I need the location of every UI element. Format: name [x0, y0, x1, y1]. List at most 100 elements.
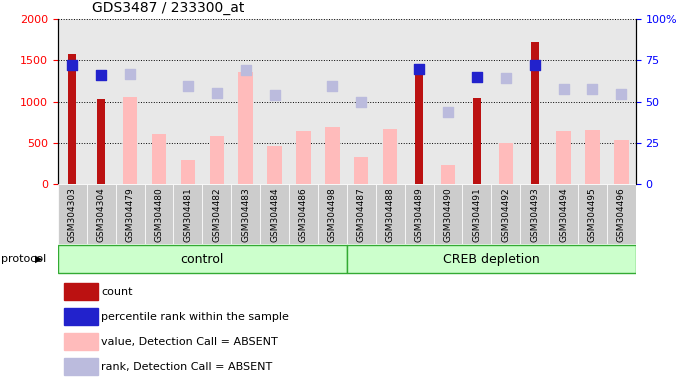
Bar — [64, 283, 99, 300]
Bar — [64, 333, 99, 350]
Text: GSM304487: GSM304487 — [357, 187, 366, 242]
Text: CREB depletion: CREB depletion — [443, 253, 540, 266]
Text: ▶: ▶ — [35, 254, 43, 264]
Text: GSM304492: GSM304492 — [501, 187, 510, 242]
Bar — [462, 19, 492, 184]
Bar — [144, 19, 173, 184]
Bar — [289, 19, 318, 184]
Bar — [260, 19, 289, 184]
Bar — [520, 184, 549, 244]
Point — [211, 89, 222, 96]
Bar — [173, 19, 203, 184]
Bar — [318, 19, 347, 184]
Text: GSM304488: GSM304488 — [386, 187, 394, 242]
Text: GSM304303: GSM304303 — [68, 187, 77, 242]
Text: GSM304304: GSM304304 — [97, 187, 105, 242]
Bar — [578, 184, 607, 244]
Bar — [492, 19, 520, 184]
Text: GDS3487 / 233300_at: GDS3487 / 233300_at — [92, 2, 244, 15]
Bar — [318, 184, 347, 244]
Text: GSM304493: GSM304493 — [530, 187, 539, 242]
Bar — [260, 184, 289, 244]
Text: value, Detection Call = ABSENT: value, Detection Call = ABSENT — [101, 337, 278, 347]
Bar — [231, 19, 260, 184]
Point — [587, 86, 598, 93]
Bar — [116, 19, 144, 184]
Text: GSM304495: GSM304495 — [588, 187, 597, 242]
Text: GSM304494: GSM304494 — [559, 187, 568, 242]
Text: GSM304479: GSM304479 — [126, 187, 135, 242]
Bar — [405, 19, 434, 184]
Bar — [209, 136, 224, 184]
Text: GSM304498: GSM304498 — [328, 187, 337, 242]
Point — [413, 66, 424, 72]
Bar — [123, 97, 137, 184]
Bar — [376, 184, 405, 244]
Bar — [203, 184, 231, 244]
Bar — [405, 184, 434, 244]
Text: GSM304496: GSM304496 — [617, 187, 626, 242]
Bar — [68, 54, 76, 184]
Bar — [325, 127, 339, 184]
Text: rank, Detection Call = ABSENT: rank, Detection Call = ABSENT — [101, 362, 273, 372]
Bar — [347, 184, 376, 244]
Bar — [289, 184, 318, 244]
Text: protocol: protocol — [1, 254, 47, 264]
Bar — [152, 134, 166, 184]
Bar — [492, 184, 520, 244]
Bar — [58, 19, 87, 184]
Bar — [415, 70, 423, 184]
Bar — [607, 19, 636, 184]
Point — [96, 72, 107, 78]
Bar — [441, 164, 455, 184]
Text: control: control — [181, 253, 224, 266]
Bar — [434, 184, 462, 244]
Point — [471, 74, 482, 80]
Bar — [87, 19, 116, 184]
Point — [124, 71, 135, 77]
Bar — [498, 143, 513, 184]
Point — [443, 109, 454, 116]
Text: GSM304482: GSM304482 — [212, 187, 221, 242]
Bar — [58, 184, 87, 244]
Point — [500, 75, 511, 81]
Bar — [87, 184, 116, 244]
FancyBboxPatch shape — [58, 245, 347, 273]
Bar — [203, 19, 231, 184]
Point — [269, 92, 280, 98]
Bar — [239, 72, 253, 184]
Bar — [97, 99, 105, 184]
Point — [616, 91, 627, 98]
Bar — [354, 157, 369, 184]
Bar — [520, 19, 549, 184]
Bar — [347, 19, 376, 184]
Bar — [64, 358, 99, 376]
Bar — [614, 140, 628, 184]
Text: GSM304491: GSM304491 — [473, 187, 481, 242]
Bar — [296, 131, 311, 184]
Point — [240, 67, 251, 73]
Bar — [173, 184, 203, 244]
Bar — [607, 184, 636, 244]
Text: count: count — [101, 287, 133, 297]
Bar — [231, 184, 260, 244]
Text: GSM304484: GSM304484 — [270, 187, 279, 242]
Bar — [585, 130, 600, 184]
Bar — [462, 184, 492, 244]
Bar — [530, 42, 539, 184]
Bar — [578, 19, 607, 184]
Point — [558, 86, 569, 93]
Bar — [376, 19, 405, 184]
Text: percentile rank within the sample: percentile rank within the sample — [101, 312, 289, 322]
Text: GSM304490: GSM304490 — [443, 187, 452, 242]
Bar — [116, 184, 144, 244]
Bar — [267, 146, 282, 184]
Bar — [181, 161, 195, 184]
Text: GSM304481: GSM304481 — [184, 187, 192, 242]
Bar — [64, 308, 99, 326]
Point — [182, 83, 193, 89]
Bar — [144, 184, 173, 244]
Bar — [434, 19, 462, 184]
Text: GSM304489: GSM304489 — [415, 187, 424, 242]
Point — [327, 83, 338, 89]
